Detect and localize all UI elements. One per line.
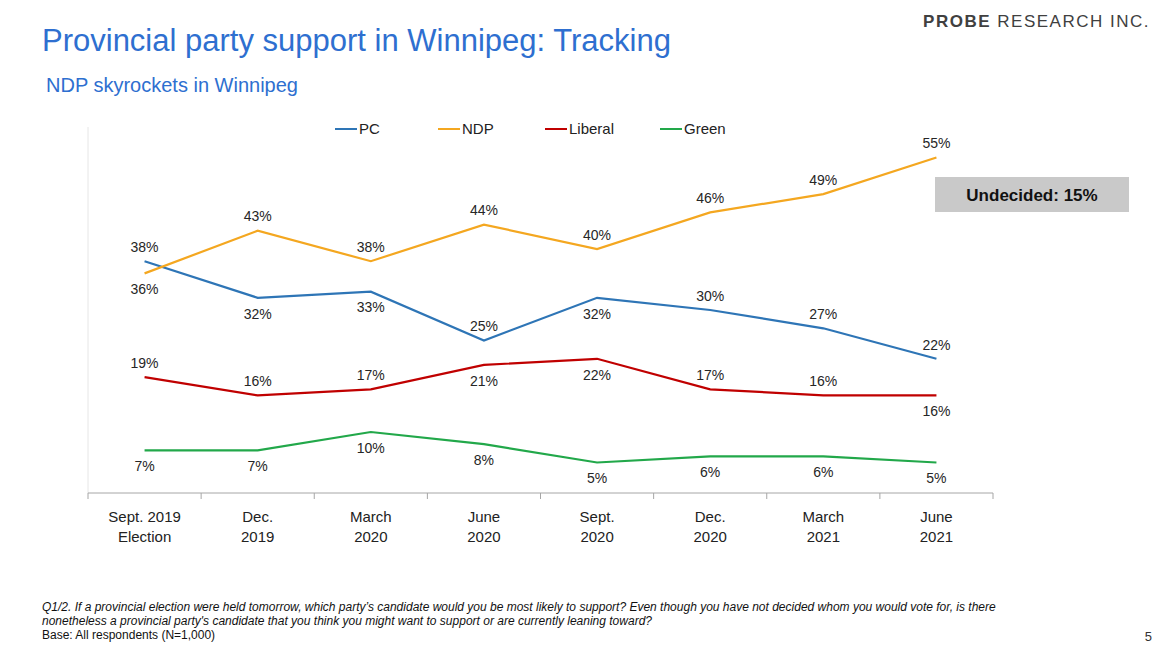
- x-tick-label-line: Dec.: [242, 508, 273, 525]
- data-label: 43%: [244, 208, 272, 224]
- data-label: 16%: [244, 373, 272, 389]
- x-tick-label: March 2021: [802, 508, 844, 545]
- data-label: 25%: [470, 318, 498, 334]
- data-label: 6%: [813, 464, 833, 480]
- data-label: 17%: [696, 367, 724, 383]
- data-label: 5%: [587, 470, 607, 486]
- x-tick-label: June 2021: [920, 508, 953, 545]
- data-label: 10%: [357, 440, 385, 456]
- x-tick-label-line: Election: [118, 528, 171, 545]
- x-tick-label-line: Dec.: [695, 508, 726, 525]
- x-tick-label-line: March: [350, 508, 392, 525]
- x-tick-label-line: 2020: [354, 528, 387, 545]
- y-axis-line: [88, 127, 89, 493]
- legend-swatch: [545, 128, 567, 130]
- x-tick-mark: [766, 493, 767, 499]
- title: Provincial party support in Winnipeg: Tr…: [42, 23, 671, 58]
- legend-label: Liberal: [569, 120, 614, 137]
- x-tick-mark: [993, 493, 994, 499]
- logo: PROBE RESEARCH INC.: [923, 12, 1150, 31]
- data-label: 49%: [809, 172, 837, 188]
- data-label: 7%: [248, 458, 268, 474]
- x-tick-mark: [879, 493, 880, 499]
- x-tick-label-line: Sept.: [580, 508, 615, 525]
- data-label: 32%: [583, 306, 611, 322]
- x-tick-mark: [314, 493, 315, 499]
- subtitle: NDP skyrockets in Winnipeg: [46, 74, 298, 96]
- footnote: Base: All respondents (N=1,000): [42, 628, 215, 642]
- data-label: 55%: [922, 135, 950, 151]
- chart: Provincial party support in Winnipeg: Tr…: [0, 0, 1168, 657]
- x-tick-label-line: June: [468, 508, 501, 525]
- data-label: 38%: [131, 239, 159, 255]
- x-tick-label: Dec. 2019: [241, 508, 274, 545]
- series-line: [145, 359, 937, 396]
- x-tick-mark: [88, 493, 89, 499]
- data-label: 46%: [696, 190, 724, 206]
- x-tick-label-line: 2021: [807, 528, 840, 545]
- x-tick-label-line: March: [802, 508, 844, 525]
- legend-label: NDP: [462, 120, 494, 137]
- data-label: 21%: [470, 373, 498, 389]
- logo-part: PROBE: [923, 12, 991, 31]
- footnote: nonetheless a provincial party's candida…: [42, 614, 652, 628]
- data-label: 38%: [357, 239, 385, 255]
- legend-swatch: [660, 128, 682, 130]
- annotation-box: [935, 177, 1129, 212]
- data-label: 40%: [583, 227, 611, 243]
- data-label: 5%: [926, 470, 946, 486]
- data-label: 44%: [470, 202, 498, 218]
- series-line: [145, 158, 937, 274]
- x-tick-mark: [653, 493, 654, 499]
- data-label: 16%: [922, 403, 950, 419]
- data-label: 27%: [809, 306, 837, 322]
- series-line: [145, 261, 937, 359]
- x-tick-mark: [427, 493, 428, 499]
- page-number: 5: [1145, 629, 1152, 644]
- plot-area: [145, 158, 937, 463]
- x-tick-label-line: 2020: [580, 528, 613, 545]
- data-label: 33%: [357, 299, 385, 315]
- legend-label: Green: [684, 120, 726, 137]
- data-label: 7%: [134, 458, 154, 474]
- x-tick-label-line: 2019: [241, 528, 274, 545]
- x-tick-label-line: June: [920, 508, 953, 525]
- data-label: 22%: [583, 367, 611, 383]
- legend-swatch: [335, 128, 357, 130]
- data-label: 30%: [696, 288, 724, 304]
- x-tick-label-line: 2020: [467, 528, 500, 545]
- data-label: 16%: [809, 373, 837, 389]
- x-tick-label-line: Sept. 2019: [108, 508, 181, 525]
- footnote: Q1/2. If a provincial election were held…: [42, 600, 996, 614]
- x-tick-label-line: 2020: [694, 528, 727, 545]
- data-label: 6%: [700, 464, 720, 480]
- legend-label: PC: [359, 120, 380, 137]
- x-tick-label: June 2020: [467, 508, 500, 545]
- x-tick-label: Dec. 2020: [694, 508, 727, 545]
- data-label: 32%: [244, 306, 272, 322]
- x-tick-mark: [201, 493, 202, 499]
- data-label: 17%: [357, 367, 385, 383]
- x-tick-label: Sept. 2019 Election: [108, 508, 181, 545]
- logo-part: RESEARCH INC.: [991, 12, 1150, 31]
- data-label: 19%: [131, 355, 159, 371]
- x-tick-mark: [540, 493, 541, 499]
- data-label: 22%: [922, 337, 950, 353]
- data-label: 36%: [131, 281, 159, 297]
- legend-swatch: [438, 128, 460, 130]
- x-tick-label: Sept. 2020: [580, 508, 615, 545]
- data-label: 8%: [474, 452, 494, 468]
- annotation: Undecided: 15%: [966, 186, 1097, 205]
- x-tick-label: March 2020: [350, 508, 392, 545]
- x-tick-label-line: 2021: [920, 528, 953, 545]
